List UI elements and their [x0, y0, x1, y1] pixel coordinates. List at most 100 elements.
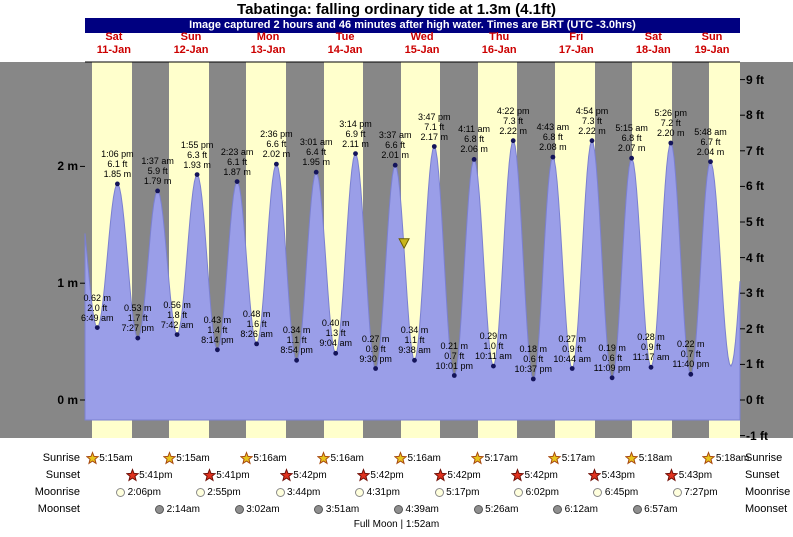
day-of-week: Fri [569, 31, 584, 43]
tide-event-line: 0.6 ft [602, 352, 623, 363]
tide-event-line: 11:09 pm [593, 362, 631, 373]
tide-event-line: 6.9 ft [345, 128, 366, 139]
tide-event-line: 0.53 m [124, 303, 152, 314]
sunset-star-icon [279, 468, 293, 482]
almanac-time: 6:12am [564, 504, 598, 515]
almanac-row-label-left: Moonrise [34, 486, 80, 498]
tide-event-line: 0.18 m [519, 344, 548, 354]
moonset-icon [632, 505, 642, 514]
tide-event-line: 2.20 m [657, 128, 685, 138]
tide-event-label: 5:15 am 6.8 ft 2.07 m [587, 123, 677, 153]
tide-event-line: 10:44 am [553, 353, 591, 364]
sunset-star-icon [125, 468, 139, 482]
tide-event-line: 0.27 m [558, 333, 586, 344]
tide-event-label: 0.28 m 0.9 ft 11:17 am [606, 332, 696, 362]
almanac-time: 5:26am [485, 504, 519, 515]
moonset-icon [553, 505, 563, 514]
almanac-time: 5:17pm [446, 487, 480, 498]
tide-event-line: 0.6 ft [523, 354, 544, 364]
tide-event-line: 0.28 m [637, 332, 665, 343]
almanac-time: 3:02am [246, 504, 280, 515]
almanac-time: 5:43pm [678, 470, 713, 481]
sunset-star-icon [511, 468, 524, 482]
almanac-row-label-right: Moonrise [745, 486, 791, 498]
tide-event-label: 4:22 pm 7.3 ft 2.22 m [468, 106, 558, 136]
sunrise-star-icon [625, 451, 639, 465]
tide-event-line: 2.01 m [381, 150, 409, 161]
tide-event-line: 4:43 am [536, 122, 570, 133]
page-title: Tabatinga: falling ordinary tide at 1.3m… [237, 1, 556, 18]
y-axis-label-ft: 3 ft [746, 286, 764, 301]
almanac-time: 5:42pm [447, 470, 481, 481]
tide-event-line: 6.6 ft [385, 140, 406, 151]
tide-event-line: 1.4 ft [207, 324, 228, 335]
y-axis-label-ft: 4 ft [746, 250, 764, 265]
y-axis-label-ft: 8 ft [746, 108, 764, 123]
almanac-time: 5:41pm [139, 470, 173, 481]
tide-event-line: 1.1 ft [286, 335, 307, 346]
sunset-star-icon [588, 468, 602, 482]
day-date: 14-Jan [327, 44, 363, 56]
tide-event-line: 0.9 ft [640, 342, 661, 353]
y-axis-label-m: 2 m [57, 159, 78, 174]
almanac-time: 4:39am [405, 504, 439, 515]
tide-event-line: 1.6 ft [246, 318, 267, 329]
tide-event-line: 4:22 pm [496, 105, 530, 116]
y-axis-label-ft: 5 ft [746, 215, 764, 229]
tide-event-label: 3:47 pm 7.1 ft 2.17 m [389, 112, 479, 142]
almanac-time: 3:51am [325, 504, 360, 515]
tide-event-line: 6.3 ft [187, 149, 208, 160]
tide-event-line: 6.8 ft [621, 133, 642, 144]
moon-phase-footer: Full Moon | 1:52am [353, 519, 440, 530]
tide-event-line: 2.11 m [342, 138, 369, 149]
tide-event-line: 1.3 ft [325, 328, 346, 339]
almanac-time: 5:42pm [293, 470, 327, 481]
almanac-time: 5:17am [484, 453, 518, 464]
tide-event-line: 0.34 m [400, 325, 429, 336]
y-axis-label-ft: 2 ft [746, 321, 764, 336]
sunrise-star-icon [162, 451, 176, 465]
tide-event-label: 1:37 am 5.9 ft 1.79 m [113, 156, 203, 186]
tide-event-label: 3:01 am 6.4 ft 1.95 m [271, 137, 361, 167]
day-of-week: Sun [180, 31, 202, 43]
almanac-time: 6:02pm [525, 487, 559, 498]
tide-event-label: 0.34 m 1.1 ft 9:38 am [370, 325, 460, 355]
tide-event-label: 5:48 am 6.7 ft 2.04 m [666, 127, 756, 157]
almanac-row-label-left: Moonset [37, 503, 80, 515]
tide-event-label: 2:23 am 6.1 ft 1.87 m [192, 147, 282, 177]
tide-event-line: 1.7 ft [127, 313, 148, 324]
moonrise-icon [275, 488, 285, 497]
tide-event-line: 1.8 ft [167, 309, 188, 320]
tide-event-line: 0.34 m [282, 325, 311, 336]
tide-event-line: 0.27 m [361, 333, 390, 344]
almanac-time: 7:27pm [684, 487, 718, 498]
day-label: Sun 19-Jan [672, 31, 752, 57]
moonset-icon [473, 505, 483, 514]
tide-event-line: 0.40 m [321, 318, 350, 329]
tide-event-line: 0.19 m [598, 342, 626, 353]
day-date: 15-Jan [404, 44, 440, 56]
day-label: Sat 11-Jan [74, 31, 154, 57]
tide-event-label: 3:37 am 6.6 ft 2.01 m [350, 130, 440, 160]
almanac-time: 5:16am [253, 453, 287, 464]
sunset-star-icon [202, 468, 216, 482]
tide-event-line: 3:01 am [299, 137, 333, 148]
tide-event-line: 2.08 m [539, 142, 567, 153]
moonset-icon [314, 505, 324, 514]
tide-event-line: 6.6 ft [266, 139, 287, 150]
almanac-row-label-right: Sunset [745, 469, 780, 481]
tide-event-line: 10:01 pm [435, 360, 474, 371]
tide-event-line: 1.87 m [223, 166, 251, 177]
tide-event-line: 5:26 pm [654, 108, 688, 118]
tide-event-line: 0.48 m [242, 308, 271, 319]
tide-event-line: 2.07 m [617, 143, 646, 154]
day-of-week: Sat [644, 31, 662, 43]
sunset-star-icon [433, 468, 447, 482]
tide-event-label: 0.53 m 1.7 ft 7:27 pm [93, 303, 183, 333]
almanac-time: 5:18am [715, 453, 750, 464]
tide-event-line: 6.8 ft [542, 132, 563, 143]
tide-event-label: 0.27 m 0.9 ft 10:44 am [527, 334, 617, 364]
almanac-row-label-left: Sunset [45, 469, 80, 481]
day-of-week: Sun [701, 31, 723, 43]
tide-event-line: 9:04 am [319, 338, 352, 349]
